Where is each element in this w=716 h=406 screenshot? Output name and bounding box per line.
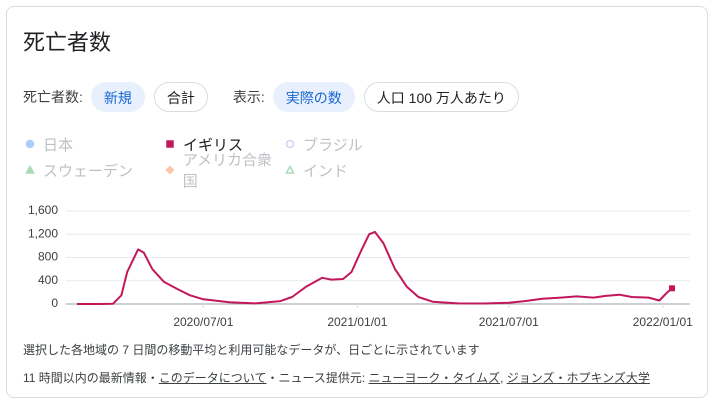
series-line	[77, 230, 673, 305]
card-title: 死亡者数	[23, 30, 112, 55]
card: 死亡者数 死亡者数: 新規 合計 表示: 実際の数 人口 100 万人あたり 日本 イギリス…	[6, 6, 708, 398]
filter-group: 死亡者数: 新規 合計	[23, 82, 217, 112]
filter-label: 死亡者数:	[23, 89, 83, 105]
filter-group: 表示: 実際の数 人口 100 万人あたり	[233, 82, 528, 112]
marker	[166, 140, 174, 148]
sources: 11 時間以内の最新情報・このデータについて・ニュース提供元: ニューヨーク・タ…	[23, 369, 650, 386]
chart: 0 400 800 1,200 1,600 2020/07/01 2021/01/01 202…	[28, 203, 693, 329]
source-text: ・ニュース提供元:	[266, 371, 369, 385]
legend-marker	[165, 165, 175, 175]
y-tick-label: 400	[38, 273, 58, 287]
marker	[25, 139, 35, 149]
source-text: ,	[500, 371, 507, 385]
legend-marker	[285, 139, 295, 149]
chip[interactable]: 人口 100 万人あたり	[363, 82, 519, 112]
source-text: 11 時間以内の最新情報・	[23, 371, 159, 385]
x-tick-label: 2021/07/01	[479, 315, 539, 329]
source-link[interactable]: このデータについて	[158, 371, 267, 385]
source-link[interactable]: ニューヨーク・タイムズ	[368, 371, 501, 385]
marker	[165, 165, 175, 175]
legend-marker	[25, 139, 35, 149]
legend-entry[interactable]: アメリカ合衆国	[165, 152, 285, 190]
note: 選択した各地域の 7 日間の移動平均と利用可能なデータが、日ごとに示されています	[23, 343, 480, 357]
legend-label: ブラジル	[303, 136, 363, 154]
legend-label: イギリス	[183, 136, 244, 154]
y-tick-label: 800	[38, 250, 58, 264]
legend-entry[interactable]: 日本	[25, 135, 165, 154]
chip[interactable]: 新規	[90, 82, 145, 112]
chip[interactable]: 合計	[153, 82, 208, 112]
chip[interactable]: 実際の数	[272, 82, 355, 112]
y-tick-label: 1,600	[28, 203, 58, 217]
filters: 死亡者数: 新規 合計 表示: 実際の数 人口 100 万人あたり	[23, 82, 544, 112]
legend-entry[interactable]: イギリス	[165, 135, 285, 154]
legend-entry[interactable]: インド	[285, 161, 425, 180]
x-tick-label: 2020/07/01	[173, 315, 233, 329]
legend-label: スウェーデン	[43, 162, 134, 180]
legend-entry[interactable]: スウェーデン	[25, 161, 165, 180]
filter-label: 表示:	[232, 89, 265, 105]
legend-entry[interactable]: ブラジル	[285, 135, 425, 154]
legend-marker	[285, 165, 295, 174]
legend-label: アメリカ合衆国	[182, 152, 273, 190]
legend-label: 日本	[43, 136, 74, 154]
end-marker	[669, 285, 675, 292]
y-tick-label: 0	[51, 296, 58, 310]
legend-marker	[166, 140, 174, 148]
marker	[25, 165, 35, 174]
legend-label: インド	[303, 162, 349, 180]
y-tick-label: 1,200	[28, 226, 58, 240]
legend-marker	[25, 165, 35, 174]
legend: 日本 イギリス ブラジルスウェーデン アメリカ合衆国 インド	[25, 135, 425, 190]
marker	[285, 165, 295, 174]
source-link[interactable]: ジョンズ・ホプキンズ大学	[506, 371, 650, 385]
marker	[285, 139, 295, 149]
x-tick-label: 2022/01/01	[633, 315, 693, 329]
x-tick-label: 2021/01/01	[327, 315, 387, 329]
